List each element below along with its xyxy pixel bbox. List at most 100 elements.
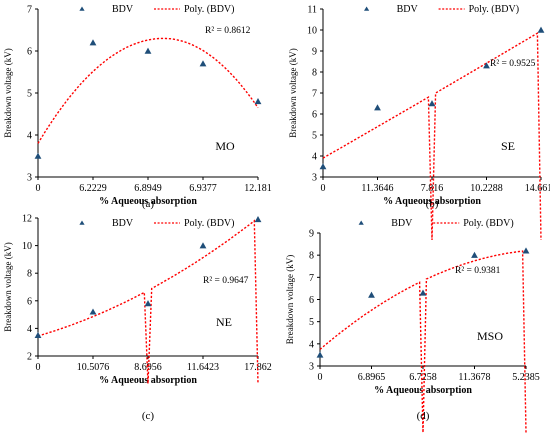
chart-2-data-point — [319, 163, 327, 170]
chart-4-y-tick-label: 6 — [309, 295, 314, 306]
chart-1-data-point — [254, 98, 262, 105]
chart-4-x-tick-label: 0 — [318, 372, 323, 383]
chart-2-data-point — [483, 62, 490, 69]
chart-4-data-point — [522, 247, 530, 254]
chart-4-data-point — [419, 289, 427, 296]
chart-3-x-tick-label: 11.6423 — [187, 362, 219, 373]
chart-2-y-tick-label: 5 — [312, 131, 317, 142]
chart-1-panel-label: (a) — [142, 198, 155, 210]
chart-4-x-tick-label: 5.2385 — [512, 372, 540, 383]
chart-4-trendline — [319, 250, 527, 433]
chart-4-y-tick-label: 7 — [309, 273, 314, 284]
chart-2-data-point — [374, 104, 381, 111]
chart-4-data-point — [316, 351, 324, 358]
chart-1-x-tick-label: 0 — [36, 183, 41, 194]
chart-2-data-point — [537, 26, 545, 33]
chart-2-x-tick-label: 10.2288 — [470, 183, 503, 194]
chart-3-data-point — [34, 331, 42, 339]
chart-2: 3 4 5 6 7 8 9 10 11 0 11.3646 7.816 10.2288 14.6612 % … — [288, 4, 550, 241]
chart-4-x-tick-label: 11.3678 — [458, 372, 490, 383]
chart-1-legend-label-poly: Poly. (BDV) — [184, 4, 234, 15]
chart-4: 3 4 5 6 7 8 9 0 6.8965 6.7258 11.3678 5.2385 % Aqueo… — [285, 218, 540, 433]
chart-1-data-point — [34, 152, 42, 159]
chart-2-y-tick-label: 9 — [312, 47, 317, 58]
chart-3-data-point — [199, 242, 207, 249]
chart-2-y-tick-label: 11 — [307, 5, 317, 16]
chart-3-y-tick-label: 2 — [27, 352, 32, 363]
chart-1-trendline — [37, 37, 259, 144]
chart-4-data-point — [471, 251, 478, 258]
chart-2-y-tick-label: 3 — [312, 173, 317, 184]
chart-2-x-tick-label: 11.3646 — [361, 183, 393, 194]
chart-1-x-tick-label: 6.9377 — [189, 183, 217, 194]
chart-4-legend-label-poly: Poly. (BDV) — [463, 218, 513, 229]
chart-4-data-point — [368, 291, 375, 298]
chart-4-legend-marker — [358, 220, 364, 225]
chart-2-y-axis-title: Breakdown voltage (kV) — [288, 48, 298, 137]
chart-4-legend-label-bdv: BDV — [391, 218, 413, 229]
chart-4-y-tick-label: 3 — [309, 362, 314, 373]
chart-4-y-tick-label: 5 — [309, 317, 314, 328]
chart-4-oil-label: MSO — [477, 329, 503, 343]
chart-2-y-tick-label: 10 — [307, 26, 317, 37]
chart-3-x-tick-label: 0 — [36, 362, 41, 373]
chart-2-x-tick-label: 14.6612 — [525, 183, 550, 194]
chart-2-trendline — [322, 31, 542, 241]
chart-3-legend-marker — [79, 220, 85, 225]
chart-4-y-tick-label: 8 — [309, 251, 314, 262]
chart-3-legend-label-poly: Poly. (BDV) — [184, 218, 234, 229]
chart-3-y-axis-title: Breakdown voltage (kV) — [3, 242, 13, 331]
chart-3-legend-label-bdv: BDV — [112, 218, 134, 229]
chart-2-y-tick-label: 7 — [312, 89, 317, 100]
chart-1-y-tick-label: 7 — [27, 5, 32, 16]
chart-2-legend-label-poly: Poly. (BDV) — [469, 4, 519, 15]
chart-2-panel-label: (b) — [426, 198, 439, 210]
chart-3-x-tick-label: 8.6956 — [134, 362, 162, 373]
chart-3-y-tick-label: 12 — [22, 214, 32, 225]
chart-2-y-tick-label: 6 — [312, 110, 317, 121]
chart-1-y-tick-label: 3 — [27, 173, 32, 184]
chart-3-data-point — [89, 308, 97, 315]
chart-2-y-tick-label: 8 — [312, 68, 317, 79]
chart-2-x-tick-label: 0 — [321, 183, 326, 194]
chart-1-legend-label-bdv: BDV — [112, 4, 134, 15]
chart-3-y-tick-label: 4 — [27, 324, 32, 335]
chart-3-panel-label: (c) — [142, 410, 155, 422]
chart-2-x-axis-title: % Aqueous absorption — [383, 196, 481, 207]
chart-3-y-tick-label: 8 — [27, 269, 32, 280]
chart-4-x-axis-title: % Aqueous absorption — [374, 385, 472, 396]
chart-2-y-tick-label: 4 — [312, 152, 317, 163]
chart-1-x-tick-label: 6.2229 — [79, 183, 107, 194]
chart-1-y-tick-label: 6 — [27, 47, 32, 58]
chart-2-legend-label-bdv: BDV — [397, 4, 419, 15]
chart-2-r-squared: R² = 0.9525 — [490, 59, 536, 69]
chart-2-oil-label: SE — [501, 139, 515, 153]
chart-3-oil-label: NE — [216, 315, 232, 329]
chart-3-data-point — [144, 300, 152, 307]
chart-1-legend-marker — [79, 6, 85, 11]
chart-1-x-axis-title: % Aqueous absorption — [99, 196, 197, 207]
chart-4-y-tick-label: 4 — [309, 339, 314, 350]
chart-3-data-point — [254, 215, 262, 223]
chart-2-x-tick-label: 7.816 — [421, 183, 444, 194]
chart-4-panel-label: (d) — [417, 410, 430, 422]
chart-4-y-tick-label: 9 — [309, 229, 314, 240]
chart-1: 3 4 5 6 7 0 6.2229 6.8949 6.9377 12.181 % Aqueous … — [3, 4, 272, 210]
chart-1-x-tick-label: 12.181 — [244, 183, 272, 194]
chart-3-y-tick-label: 10 — [22, 241, 32, 252]
chart-1-data-point — [144, 47, 152, 54]
chart-1-y-tick-label: 4 — [27, 131, 32, 142]
chart-4-x-tick-label: 6.8965 — [358, 372, 386, 383]
chart-3-y-tick-label: 6 — [27, 296, 32, 307]
chart-3-x-tick-label: 10.5076 — [77, 362, 110, 373]
chart-1-y-tick-label: 5 — [27, 89, 32, 100]
chart-4-y-axis-title: Breakdown voltage (kV) — [285, 255, 295, 344]
chart-1-data-point — [199, 60, 207, 67]
chart-1-x-tick-label: 6.8949 — [134, 183, 162, 194]
chart-3-r-squared: R² = 0.9647 — [203, 276, 249, 286]
chart-1-oil-label: MO — [215, 139, 235, 153]
chart-1-r-squared: R² = 0.8612 — [205, 26, 251, 36]
chart-4-r-squared: R² = 0.9381 — [455, 266, 501, 276]
